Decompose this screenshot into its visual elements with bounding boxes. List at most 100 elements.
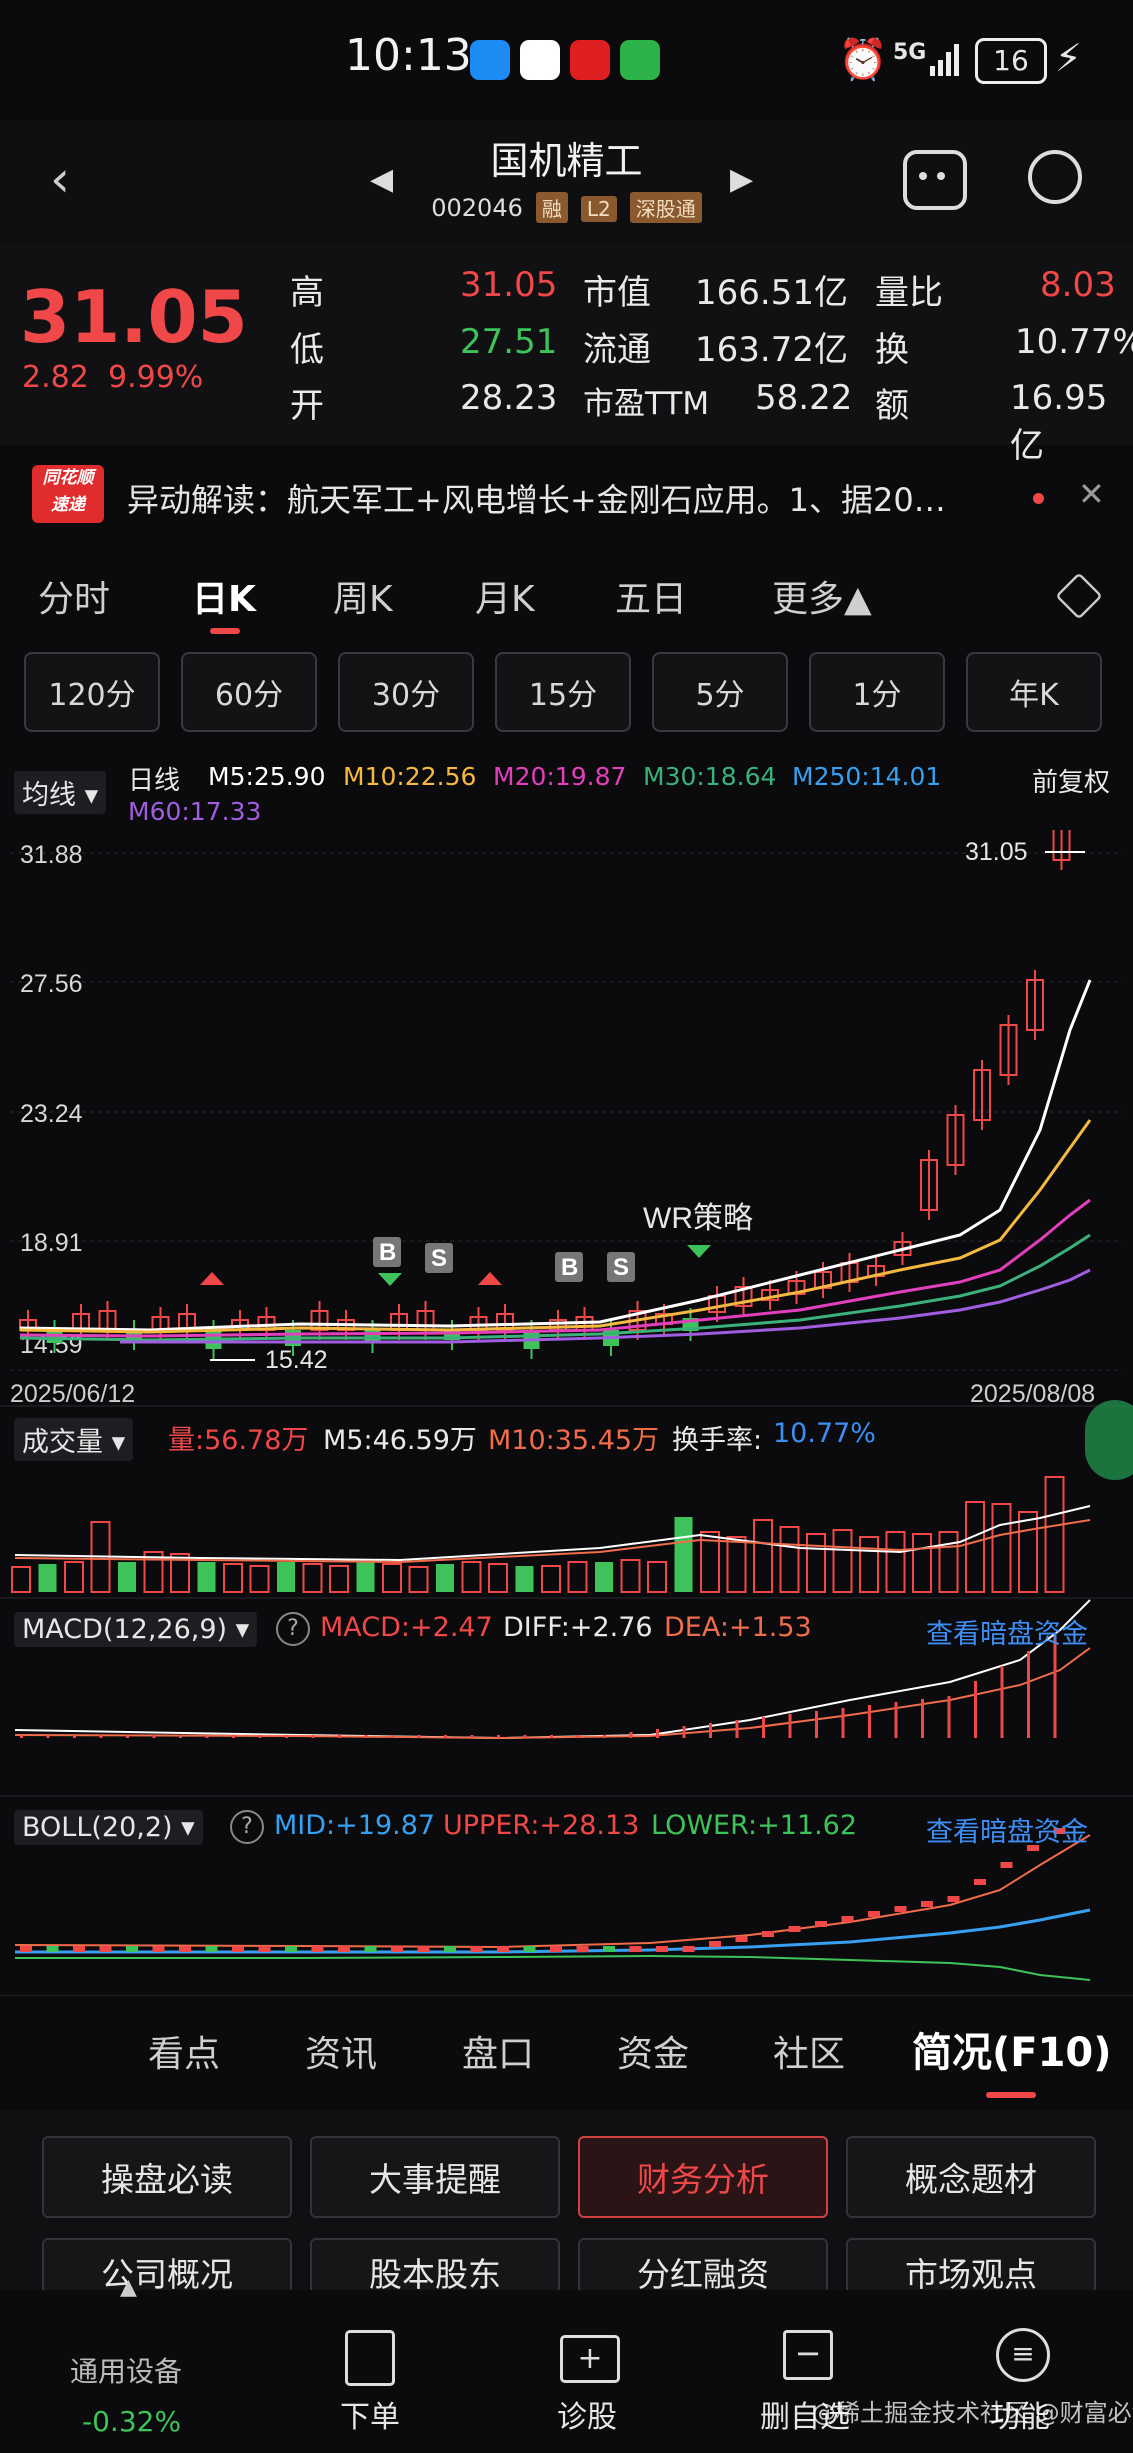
help-icon[interactable]: ? xyxy=(230,1810,264,1844)
macd-selector[interactable]: MACD(12,26,9) ▾ xyxy=(14,1612,258,1647)
stat-label-low: 低 xyxy=(290,330,324,370)
boll-candle xyxy=(20,1946,32,1952)
remove-watchlist-icon[interactable]: − xyxy=(783,2330,833,2380)
tab-community[interactable]: 社区 xyxy=(773,2034,846,2075)
volume-selector[interactable]: 成交量 ▾ xyxy=(14,1418,134,1461)
tab-highlights[interactable]: 看点 xyxy=(148,2034,221,2075)
candle-up xyxy=(946,1114,965,1166)
ma-selector[interactable]: 均线 ▾ xyxy=(14,771,107,814)
pill-60min[interactable]: 60分 xyxy=(181,652,317,732)
volume-bar-up xyxy=(885,1531,906,1593)
btn-trading-guide[interactable]: 操盘必读 xyxy=(42,2136,292,2218)
stat-label-pe: 市盈TTM xyxy=(583,386,710,422)
boll-candle xyxy=(815,1921,827,1927)
boll-upper-line xyxy=(14,1834,1091,1949)
tab-news[interactable]: 资讯 xyxy=(305,2034,378,2075)
menu-icon[interactable]: ≡ xyxy=(996,2328,1050,2382)
stat-label-amount: 额 xyxy=(875,386,909,426)
boll-dark-pool-link[interactable]: 查看暗盘资金 xyxy=(926,1817,1088,1848)
prev-stock-icon[interactable]: ◀ xyxy=(370,162,394,197)
wechat-float-icon[interactable] xyxy=(1085,1400,1133,1480)
boll-candle xyxy=(629,1946,642,1952)
tab-f10[interactable]: 简况(F10) xyxy=(912,2030,1112,2076)
y-tick-2: 23.24 xyxy=(20,1100,83,1128)
wr-strategy-label: WR策略 xyxy=(643,1202,753,1235)
macd-bar xyxy=(815,1711,818,1738)
tab-intraday[interactable]: 分时 xyxy=(38,579,111,620)
macd-bar xyxy=(603,1735,606,1738)
btn-concepts[interactable]: 概念题材 xyxy=(846,2136,1096,2218)
tab-daily[interactable]: 日K xyxy=(192,579,256,620)
up-arrow-icon xyxy=(200,1272,224,1285)
tab-weekly[interactable]: 周K xyxy=(333,579,393,620)
stat-value-high: 31.05 xyxy=(460,265,558,305)
macd-bar xyxy=(788,1714,792,1738)
boll-lower: LOWER:+11.62 xyxy=(651,1810,858,1841)
macd-bar xyxy=(1053,1636,1057,1738)
boll-candle xyxy=(576,1946,589,1952)
btn-events[interactable]: 大事提醒 xyxy=(310,2136,560,2218)
nav-remove-watchlist[interactable]: 删自选 xyxy=(760,2400,850,2435)
order-icon[interactable] xyxy=(345,2330,395,2386)
volume-bar-up xyxy=(461,1561,482,1593)
y-tick-3: 18.91 xyxy=(20,1229,83,1257)
buy-signal-label: B xyxy=(379,1239,396,1266)
back-icon[interactable]: ‹ xyxy=(50,150,70,208)
nav-order[interactable]: 下单 xyxy=(340,2400,400,2435)
boll-selector[interactable]: BOLL(20,2) ▾ xyxy=(14,1810,203,1845)
tab-five-day[interactable]: 五日 xyxy=(615,579,688,620)
macd-bar xyxy=(126,1735,129,1738)
kline-chart[interactable]: 31.88 27.56 23.24 18.91 14.59 31.05 15.4… xyxy=(0,830,1133,2010)
macd-dark-pool-link[interactable]: 查看暗盘资金 xyxy=(926,1619,1088,1650)
volume-bar-up xyxy=(170,1553,190,1593)
nav-functions[interactable]: 功能 xyxy=(990,2400,1050,2435)
help-icon[interactable]: ? xyxy=(276,1612,310,1646)
stock-header xyxy=(0,120,1133,245)
candle-up xyxy=(973,1069,991,1121)
tab-monthly[interactable]: 月K xyxy=(475,579,535,620)
vol-ma10-line xyxy=(14,1519,1091,1564)
ma20-value: M20:19.87 xyxy=(493,762,627,791)
pill-5min[interactable]: 5分 xyxy=(652,652,788,732)
macd-bar xyxy=(576,1735,580,1738)
boll-candle xyxy=(46,1946,59,1952)
pill-15min[interactable]: 15分 xyxy=(495,652,631,732)
volume-bar-up xyxy=(408,1566,429,1593)
volume-bar-up xyxy=(620,1559,641,1593)
sector-name[interactable]: 通用设备 xyxy=(70,2355,183,2388)
candle-up xyxy=(920,1159,938,1211)
boll-candle xyxy=(788,1926,801,1932)
next-stock-icon[interactable]: ▶ xyxy=(730,162,754,197)
pill-yearly[interactable]: 年K xyxy=(966,652,1102,732)
boll-candle xyxy=(126,1946,138,1952)
pill-30min[interactable]: 30分 xyxy=(338,652,474,732)
collapse-icon[interactable]: ▲ xyxy=(120,2275,137,2300)
boll-candle xyxy=(762,1931,774,1937)
volume-bar-up xyxy=(859,1536,879,1593)
tab-orderbook[interactable]: 盘口 xyxy=(462,2034,535,2075)
close-icon[interactable]: ✕ xyxy=(1078,475,1105,513)
tab-funds[interactable]: 资金 xyxy=(617,2034,690,2075)
news-banner[interactable]: 同花顺 速递 异动解读：航天军工+风电增长+金刚石应用。1、据20… ✕ xyxy=(0,455,1133,535)
nav-diagnose[interactable]: 诊股 xyxy=(557,2400,617,2435)
adjust-mode[interactable]: 前复权 xyxy=(1032,768,1111,798)
btn-financial-analysis[interactable]: 财务分析 xyxy=(578,2136,828,2218)
stock-code-row: 002046 融 L2 深股通 xyxy=(0,192,1133,223)
low-price-marker: 15.42 xyxy=(265,1346,328,1374)
pill-1min[interactable]: 1分 xyxy=(809,652,945,732)
boll-candle xyxy=(73,1946,85,1952)
macd-bar xyxy=(629,1732,633,1738)
volume-bar-up xyxy=(302,1563,323,1593)
settings-icon[interactable] xyxy=(1055,572,1103,620)
macd-bar xyxy=(391,1735,394,1738)
diagnose-icon[interactable]: + xyxy=(560,2335,620,2383)
tab-more[interactable]: 更多▲ xyxy=(772,579,872,620)
robot-assistant-icon[interactable] xyxy=(903,150,967,210)
boll-candle xyxy=(709,1941,721,1947)
search-icon[interactable] xyxy=(1028,150,1082,204)
macd-bar xyxy=(841,1708,845,1738)
pill-120min[interactable]: 120分 xyxy=(24,652,160,732)
boll-candle xyxy=(232,1946,244,1952)
buy-signal-badge xyxy=(555,1252,583,1282)
volume-ma10: M10:35.45万 xyxy=(488,1425,660,1456)
